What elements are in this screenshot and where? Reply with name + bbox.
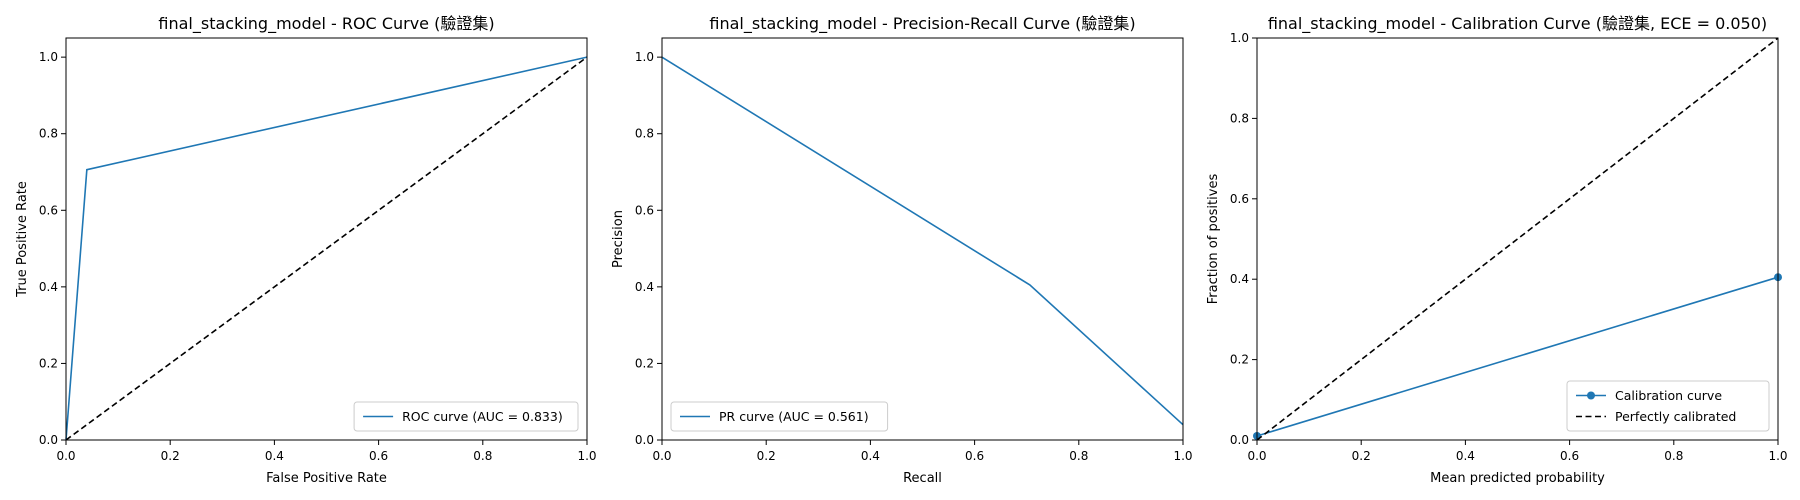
- legend-entry: ROC curve (AUC = 0.833): [402, 409, 563, 424]
- x-tick-label: 0.0: [652, 449, 671, 463]
- legend: ROC curve (AUC = 0.833): [353, 401, 579, 432]
- chart-title: final_stacking_model - Calibration Curve…: [1268, 14, 1767, 34]
- x-tick-label: 0.4: [861, 449, 880, 463]
- legend-frame: [1566, 380, 1770, 432]
- y-tick-label: 0.6: [39, 203, 58, 217]
- y-tick-label: 0.8: [39, 127, 58, 141]
- y-tick-label: 0.6: [1230, 192, 1249, 206]
- y-tick-label: 1.0: [39, 50, 58, 64]
- x-tick-label: 0.6: [1560, 449, 1579, 463]
- y-tick-label: 0.0: [39, 433, 58, 447]
- x-tick-label: 1.0: [1768, 449, 1787, 463]
- x-tick-label: 0.0: [1247, 449, 1266, 463]
- x-tick-label: 1.0: [1173, 449, 1192, 463]
- x-tick-label: 0.6: [965, 449, 984, 463]
- plot-frame: [65, 37, 588, 441]
- y-tick-label: 0.6: [635, 203, 654, 217]
- legend-frame: [353, 401, 579, 432]
- y-tick-label: 1.0: [635, 50, 654, 64]
- y-tick-label: 0.4: [1230, 272, 1249, 286]
- x-tick-label: 0.6: [369, 449, 388, 463]
- legend: PR curve (AUC = 0.561): [670, 401, 889, 432]
- chart-title: final_stacking_model - Precision-Recall …: [709, 14, 1135, 34]
- plot-frame: [1256, 37, 1779, 441]
- legend-entry: Calibration curve: [1615, 388, 1722, 403]
- x-tick-label: 0.8: [1069, 449, 1088, 463]
- x-tick-label: 0.2: [1352, 449, 1371, 463]
- x-tick-label: 0.2: [161, 449, 180, 463]
- series-line-2: [65, 56, 588, 441]
- y-tick-label: 0.2: [39, 356, 58, 370]
- series-line-1: [661, 56, 1184, 426]
- x-axis-label: Recall: [903, 471, 942, 486]
- series-line-1: [65, 56, 588, 441]
- y-tick-label: 0.4: [39, 280, 58, 294]
- y-axis-label: Fraction of positives: [1206, 174, 1221, 305]
- x-tick-label: 0.8: [1664, 449, 1683, 463]
- y-axis-label: True Positive Rate: [15, 181, 30, 298]
- legend-marker: [1587, 391, 1595, 400]
- y-tick-label: 0.4: [635, 280, 654, 294]
- y-axis-label: Precision: [611, 210, 626, 268]
- y-tick-label: 0.2: [1230, 353, 1249, 367]
- y-tick-label: 0.0: [1230, 433, 1249, 447]
- chart-panel-3: final_stacking_model - Calibration Curve…: [1206, 14, 1788, 486]
- y-tick-label: 0.8: [1230, 111, 1249, 125]
- x-tick-label: 0.0: [56, 449, 75, 463]
- x-axis-label: False Positive Rate: [266, 471, 387, 486]
- chart-title: final_stacking_model - ROC Curve (驗證集): [158, 14, 494, 34]
- y-tick-label: 0.8: [635, 127, 654, 141]
- legend-entry: PR curve (AUC = 0.561): [719, 409, 869, 424]
- chart-panel-2: final_stacking_model - Precision-Recall …: [611, 14, 1193, 486]
- legend: Calibration curve Perfectly calibrated: [1566, 380, 1770, 432]
- x-tick-label: 0.4: [1456, 449, 1475, 463]
- y-tick-label: 0.2: [635, 356, 654, 370]
- plot-frame: [661, 37, 1184, 441]
- series-line-2: [1256, 37, 1779, 441]
- x-tick-label: 0.2: [757, 449, 776, 463]
- legend-frame: [670, 401, 889, 432]
- x-tick-label: 0.8: [473, 449, 492, 463]
- y-tick-label: 1.0: [1230, 31, 1249, 45]
- x-axis-label: Mean predicted probability: [1430, 471, 1605, 486]
- y-tick-label: 0.0: [635, 433, 654, 447]
- x-tick-label: 0.4: [265, 449, 284, 463]
- chart-panel-1: final_stacking_model - ROC Curve (驗證集) 0.…: [15, 14, 597, 486]
- series-line-1: [1256, 276, 1779, 437]
- x-tick-label: 1.0: [577, 449, 596, 463]
- legend-entry: Perfectly calibrated: [1615, 409, 1736, 424]
